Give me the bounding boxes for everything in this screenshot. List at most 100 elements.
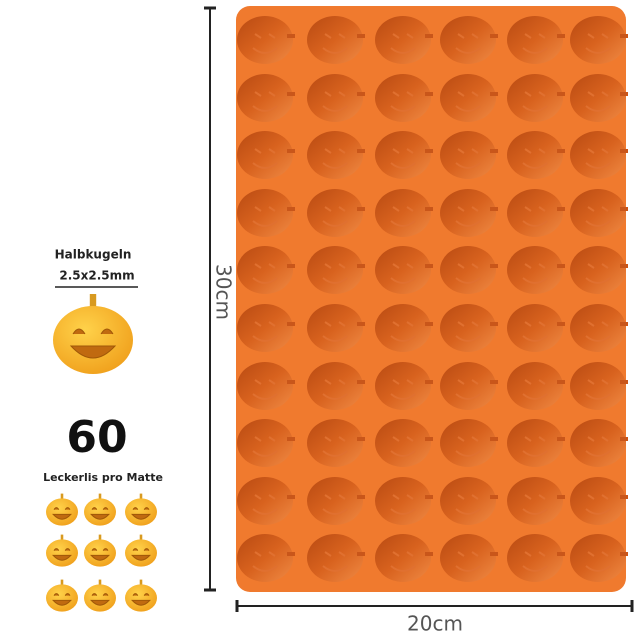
cavity-stem bbox=[620, 495, 628, 499]
cavity bbox=[307, 131, 363, 179]
cavity-face bbox=[390, 436, 416, 457]
cavity-face bbox=[322, 263, 348, 284]
cavity-stem bbox=[557, 92, 565, 96]
cavity-face bbox=[585, 379, 611, 400]
cavity-face bbox=[252, 494, 278, 515]
cavity-face bbox=[455, 91, 481, 112]
cavity-face bbox=[455, 551, 481, 572]
cavity-stem bbox=[357, 149, 365, 153]
cavity bbox=[440, 74, 496, 122]
cavity-stem bbox=[287, 207, 295, 211]
cavity bbox=[237, 534, 293, 582]
cavity bbox=[237, 189, 293, 237]
count-caption: Leckerlis pro Matte bbox=[43, 471, 163, 484]
cavity bbox=[307, 477, 363, 525]
cavity bbox=[237, 477, 293, 525]
cavity-stem bbox=[287, 380, 295, 384]
body bbox=[84, 584, 116, 612]
stem bbox=[89, 294, 97, 308]
cavity-stem bbox=[425, 207, 433, 211]
cavity-stem bbox=[490, 437, 498, 441]
stem bbox=[139, 579, 143, 586]
face bbox=[131, 593, 151, 606]
cavity-face bbox=[522, 321, 548, 342]
cavity bbox=[237, 246, 293, 294]
cavity bbox=[375, 74, 431, 122]
cavity bbox=[440, 304, 496, 352]
cavity bbox=[507, 246, 563, 294]
cavity-stem bbox=[620, 380, 628, 384]
cavity bbox=[440, 477, 496, 525]
face bbox=[131, 548, 151, 561]
cavity-stem bbox=[557, 552, 565, 556]
cavity bbox=[237, 304, 293, 352]
cavity-stem bbox=[620, 264, 628, 268]
cavity-face bbox=[585, 321, 611, 342]
body bbox=[125, 584, 157, 612]
cavity-stem bbox=[557, 322, 565, 326]
cavity-face bbox=[390, 148, 416, 169]
body bbox=[46, 539, 78, 567]
cavity-face bbox=[522, 206, 548, 227]
cavity-face bbox=[522, 551, 548, 572]
cavity-stem bbox=[357, 380, 365, 384]
cavity-face bbox=[390, 263, 416, 284]
cavity bbox=[570, 304, 626, 352]
cavity-face bbox=[252, 321, 278, 342]
body bbox=[84, 498, 116, 526]
cavity-face bbox=[322, 379, 348, 400]
cavity-face bbox=[585, 263, 611, 284]
cavity-stem bbox=[357, 552, 365, 556]
cavity-stem bbox=[490, 552, 498, 556]
stem bbox=[98, 493, 102, 500]
cavity bbox=[307, 189, 363, 237]
cavity-face bbox=[585, 206, 611, 227]
cavity bbox=[375, 362, 431, 410]
cavity bbox=[507, 74, 563, 122]
body bbox=[125, 539, 157, 567]
cavity bbox=[507, 477, 563, 525]
cavity-stem bbox=[425, 552, 433, 556]
cavity-stem bbox=[287, 495, 295, 499]
cavity-face bbox=[322, 206, 348, 227]
cavity-stem bbox=[557, 149, 565, 153]
cavity-stem bbox=[557, 437, 565, 441]
cavity-stem bbox=[620, 552, 628, 556]
cavity-stem bbox=[357, 34, 365, 38]
cavity-stem bbox=[425, 264, 433, 268]
cavity-stem bbox=[287, 149, 295, 153]
cavity bbox=[507, 131, 563, 179]
cavity-face bbox=[390, 551, 416, 572]
cavity-face bbox=[522, 91, 548, 112]
cavity-face bbox=[390, 33, 416, 54]
cavity bbox=[440, 419, 496, 467]
cavity-face bbox=[322, 33, 348, 54]
body bbox=[46, 584, 78, 612]
cavity-stem bbox=[490, 149, 498, 153]
cavity bbox=[237, 74, 293, 122]
cavity-face bbox=[585, 494, 611, 515]
cavity bbox=[307, 534, 363, 582]
cavity bbox=[375, 419, 431, 467]
cavity-stem bbox=[357, 207, 365, 211]
cavity-stem bbox=[620, 92, 628, 96]
cavity bbox=[307, 304, 363, 352]
cavity-stem bbox=[490, 495, 498, 499]
count: 60 bbox=[66, 412, 127, 463]
stem bbox=[98, 534, 102, 541]
cavity-face bbox=[522, 148, 548, 169]
cavity bbox=[570, 477, 626, 525]
cavity-face bbox=[322, 91, 348, 112]
cavity bbox=[570, 362, 626, 410]
cavity bbox=[570, 74, 626, 122]
cavity bbox=[307, 362, 363, 410]
cavity-stem bbox=[287, 322, 295, 326]
cavity-face bbox=[252, 33, 278, 54]
cavity-face bbox=[322, 436, 348, 457]
cavity-stem bbox=[620, 34, 628, 38]
cavity-face bbox=[252, 206, 278, 227]
cavities bbox=[237, 16, 628, 582]
stem bbox=[98, 579, 102, 586]
cavity-stem bbox=[287, 264, 295, 268]
body bbox=[53, 306, 133, 374]
